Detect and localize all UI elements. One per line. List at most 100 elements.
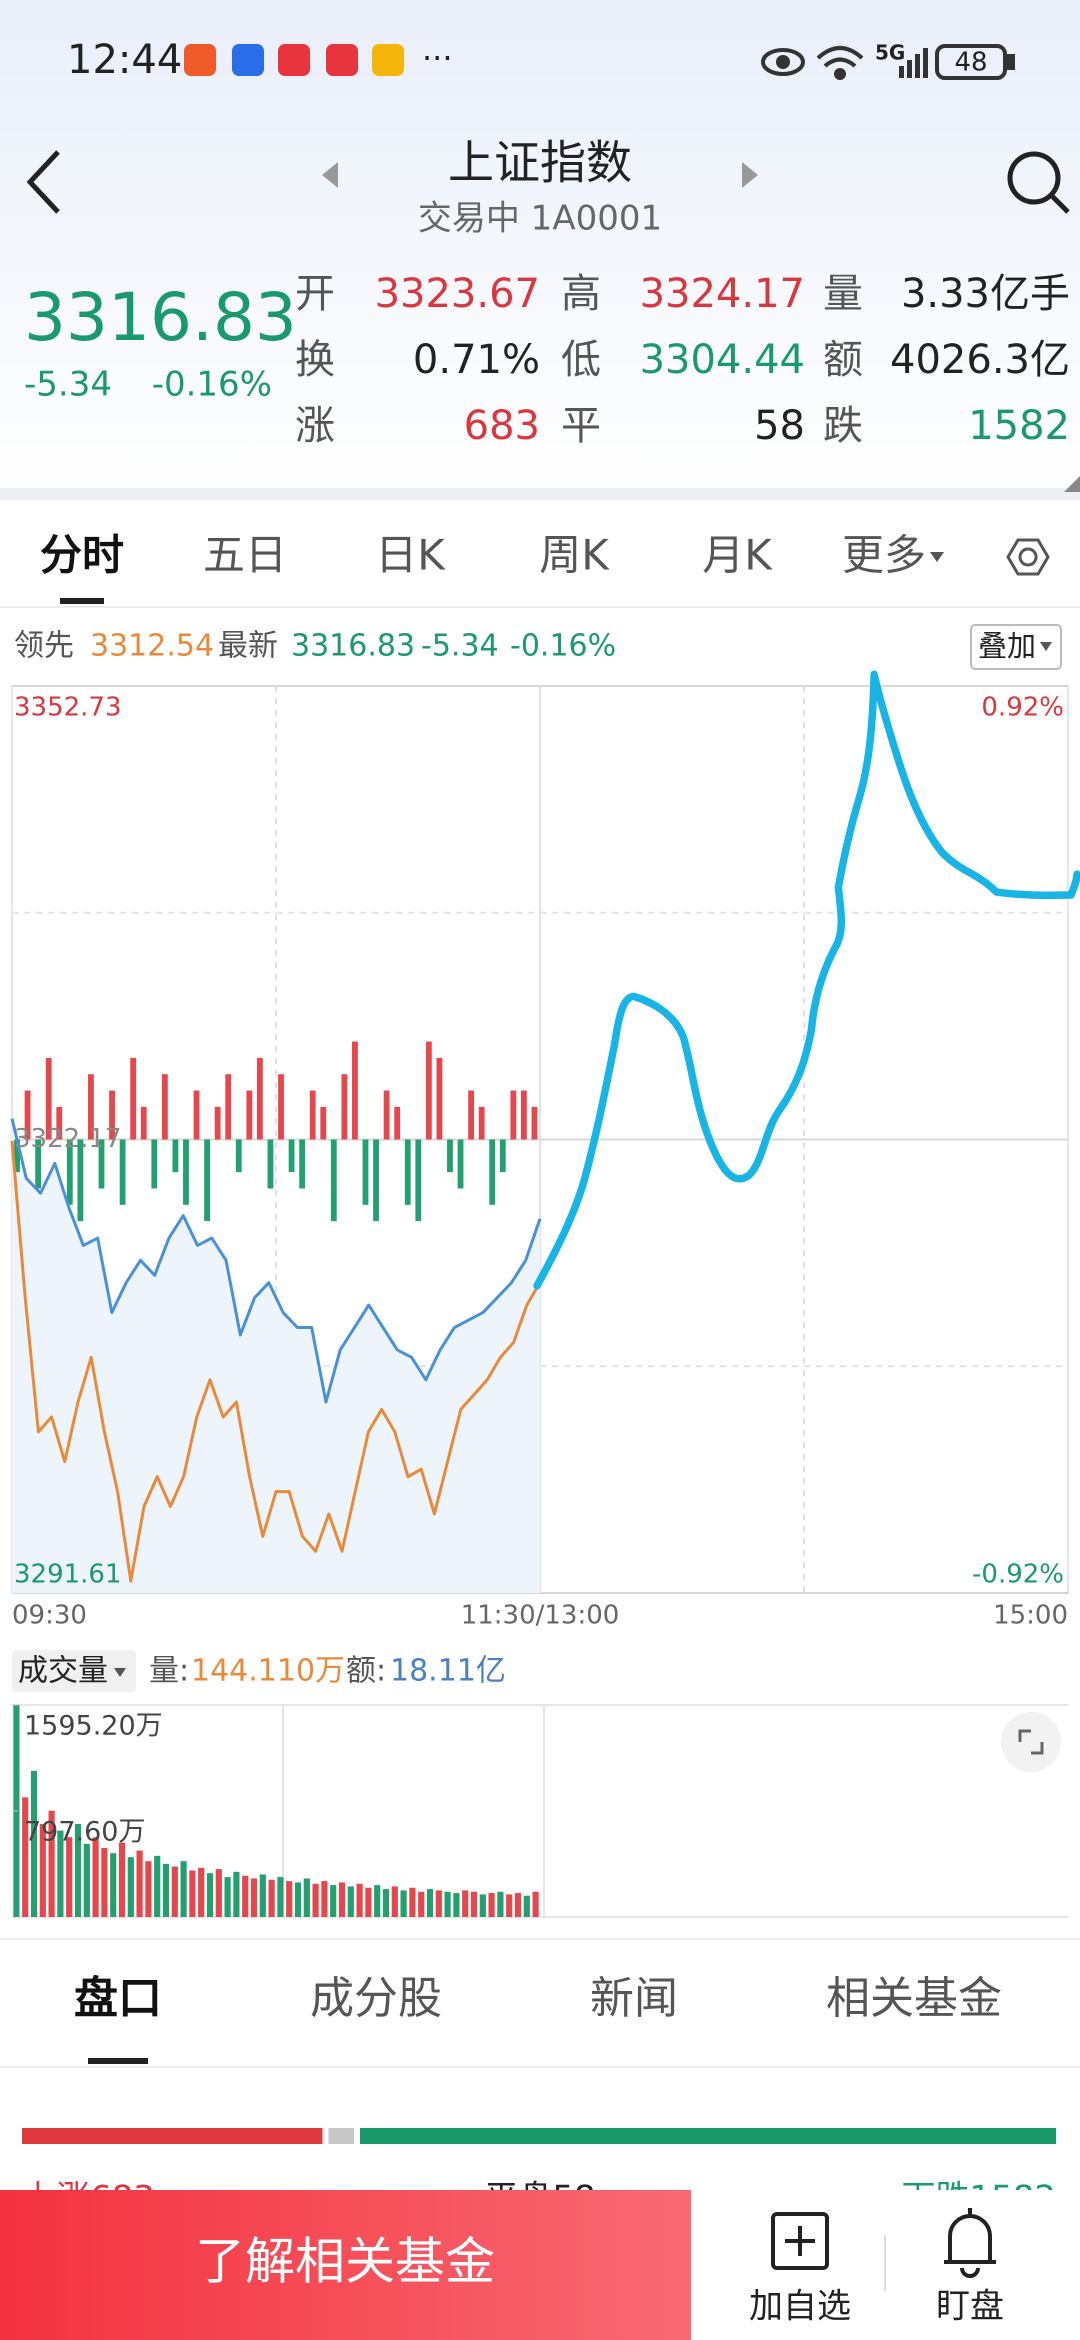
header-title: 上证指数 xyxy=(448,136,632,190)
signal xyxy=(899,48,928,78)
volume-bar xyxy=(206,1873,214,1917)
period-tab[interactable]: 分时 xyxy=(40,531,124,580)
watch-icon[interactable] xyxy=(944,2208,996,2278)
volume-bar xyxy=(242,1875,249,1917)
volume-bar xyxy=(470,1891,478,1917)
breadth-bar xyxy=(489,1139,496,1205)
expand-button[interactable] xyxy=(1001,1712,1061,1772)
detail-tab[interactable]: 成分股 xyxy=(310,1973,442,2024)
y-tick-label: 797.60万 xyxy=(24,1817,145,1848)
period-tab[interactable]: 日K xyxy=(375,531,446,580)
latest-label: 最新 xyxy=(218,629,278,664)
latest-change-pct: -0.16% xyxy=(510,629,616,664)
breadth-bar xyxy=(45,1057,52,1140)
vol-label: 量: xyxy=(149,1654,189,1689)
breadth-bar xyxy=(520,1090,527,1140)
breadth-bar xyxy=(352,1041,358,1140)
lead-label: 领先 xyxy=(14,629,74,664)
detail-tab[interactable]: 相关基金 xyxy=(826,1973,1002,2024)
next-index[interactable] xyxy=(742,162,758,188)
price-area xyxy=(12,1118,540,1593)
stat-value: 58 xyxy=(754,403,805,449)
period-tab[interactable]: 周K xyxy=(539,531,610,580)
breadth-bar xyxy=(98,1139,105,1189)
y-tick-label: 3291.61 xyxy=(14,1560,122,1590)
stat-value: 4026.3亿 xyxy=(890,337,1070,383)
volume-bar xyxy=(39,1823,46,1917)
add-watch-icon[interactable] xyxy=(771,2212,829,2270)
period-tab[interactable]: 五日 xyxy=(203,531,287,580)
stat-label: 涨 xyxy=(295,403,335,449)
volume-bar xyxy=(198,1867,205,1917)
breadth-bar xyxy=(373,1139,379,1222)
volume-bar xyxy=(514,1893,522,1917)
fund-button[interactable] xyxy=(0,2190,691,2340)
y2-tick-label: 0.92% xyxy=(981,693,1064,723)
volume-bar xyxy=(382,1889,390,1917)
amt-value: 18.11亿 xyxy=(390,1654,506,1689)
volume-bar xyxy=(224,1877,231,1917)
volume-bar xyxy=(330,1885,337,1917)
detail-tab[interactable]: 新闻 xyxy=(590,1973,678,2024)
volume-bar xyxy=(347,1886,354,1917)
breadth-bar xyxy=(235,1139,242,1173)
volume-bar xyxy=(356,1883,363,1917)
breadth-bar xyxy=(394,1106,401,1140)
latest-value: 3316.83 xyxy=(291,629,415,664)
action-label[interactable]: 盯盘 xyxy=(936,2287,1004,2327)
stat-label: 低 xyxy=(561,337,601,383)
period-tabs: 分时 五日 日K 周K 月K 更多 xyxy=(40,531,926,604)
volume-bar xyxy=(497,1891,504,1917)
breadth-bar xyxy=(183,1139,189,1205)
breadth-bar xyxy=(320,1106,327,1140)
volume-bar xyxy=(110,1853,117,1917)
breadth-bar xyxy=(119,1139,126,1205)
breadth-bar xyxy=(309,1090,316,1140)
period-tab[interactable]: 月K xyxy=(702,531,773,580)
volume-bar xyxy=(250,1878,258,1917)
action-label[interactable]: 加自选 xyxy=(749,2287,851,2327)
back-button[interactable] xyxy=(26,150,60,214)
volume-bar xyxy=(154,1855,161,1917)
period-tab[interactable]: 更多 xyxy=(842,531,926,580)
y-tick-label: 1595.20万 xyxy=(24,1711,163,1742)
volume-bar xyxy=(48,1810,55,1917)
volume-bar xyxy=(409,1887,416,1917)
breadth-bar xyxy=(151,1139,158,1189)
stat-label: 跌 xyxy=(823,403,863,449)
breadth-bar xyxy=(24,1090,31,1140)
detail-tab[interactable]: 盘口 xyxy=(74,1973,162,2024)
stat-value: 3323.67 xyxy=(375,271,540,317)
breadth-bar xyxy=(56,1106,63,1140)
header-subtitle: 交易中 1A0001 xyxy=(418,199,662,239)
breadth-bar xyxy=(478,1106,485,1140)
stat-value: 3324.17 xyxy=(640,271,805,317)
breadth-segment xyxy=(328,2128,355,2144)
settings-button[interactable] xyxy=(1006,538,1050,576)
stat-value: 1582 xyxy=(968,403,1070,449)
prev-index[interactable] xyxy=(322,162,338,188)
volume-bar xyxy=(136,1850,143,1917)
volume-bar xyxy=(268,1879,275,1917)
breadth-bar xyxy=(288,1139,295,1173)
overlay-button[interactable] xyxy=(970,624,1062,670)
volume-selector[interactable] xyxy=(12,1650,136,1692)
volume-bar xyxy=(374,1885,381,1917)
volume-bar xyxy=(391,1886,398,1917)
breadth-bar xyxy=(140,1106,147,1140)
breadth-bar xyxy=(204,1139,210,1222)
breadth-bar xyxy=(404,1139,411,1205)
search-button[interactable] xyxy=(1007,151,1070,214)
volume-bar xyxy=(479,1894,486,1917)
breadth-bar xyxy=(436,1057,443,1140)
breadth-bar xyxy=(468,1090,474,1140)
volume-bar xyxy=(506,1894,513,1917)
status-network: 5G xyxy=(875,41,905,65)
breadth-segment xyxy=(360,2128,1056,2144)
volume-bar xyxy=(523,1895,530,1917)
amt-label: 额: xyxy=(346,1654,386,1689)
volume-bar xyxy=(233,1871,240,1917)
breadth-bar xyxy=(88,1074,94,1140)
breadth-bar xyxy=(77,1139,84,1222)
volume-bar xyxy=(418,1891,425,1917)
